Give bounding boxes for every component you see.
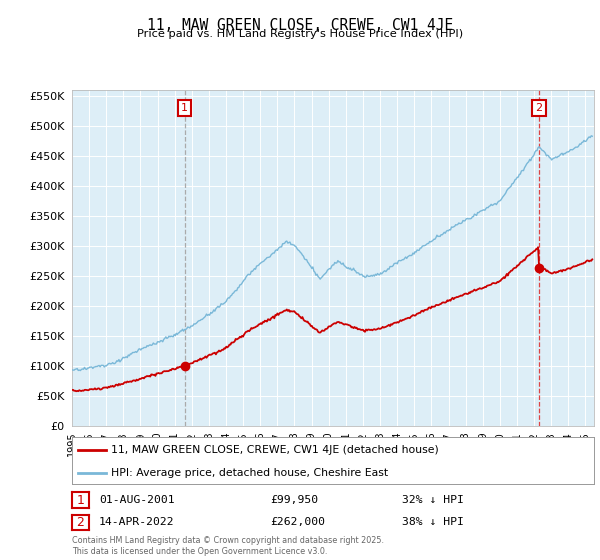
Text: 11, MAW GREEN CLOSE, CREWE, CW1 4JE (detached house): 11, MAW GREEN CLOSE, CREWE, CW1 4JE (det… [111,445,439,455]
Text: Price paid vs. HM Land Registry's House Price Index (HPI): Price paid vs. HM Land Registry's House … [137,29,463,39]
Text: £99,950: £99,950 [270,494,318,505]
Text: 2: 2 [76,516,85,529]
Text: 1: 1 [181,103,188,113]
Text: 14-APR-2022: 14-APR-2022 [99,517,175,527]
Text: 01-AUG-2001: 01-AUG-2001 [99,494,175,505]
Text: 1: 1 [76,493,85,507]
Text: £262,000: £262,000 [270,517,325,527]
Text: Contains HM Land Registry data © Crown copyright and database right 2025.
This d: Contains HM Land Registry data © Crown c… [72,536,384,556]
Text: 11, MAW GREEN CLOSE, CREWE, CW1 4JE: 11, MAW GREEN CLOSE, CREWE, CW1 4JE [147,18,453,33]
Text: 32% ↓ HPI: 32% ↓ HPI [402,494,464,505]
Text: HPI: Average price, detached house, Cheshire East: HPI: Average price, detached house, Ches… [111,469,388,478]
Text: 2: 2 [535,103,542,113]
Text: 38% ↓ HPI: 38% ↓ HPI [402,517,464,527]
